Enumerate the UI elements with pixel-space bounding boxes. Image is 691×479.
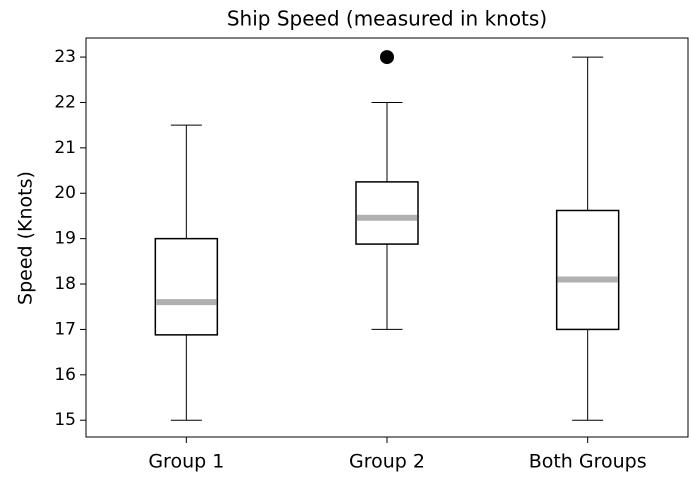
chart-title: Ship Speed (measured in knots) (227, 7, 547, 31)
y-tick-label: 21 (54, 138, 76, 158)
y-tick-label: 18 (54, 274, 76, 294)
x-tick-label: Group 1 (148, 451, 224, 473)
y-tick-label: 15 (54, 410, 76, 430)
y-tick-label: 17 (54, 319, 76, 339)
box (355, 181, 419, 245)
y-axis-label: Speed (Knots) (15, 171, 37, 305)
outlier (380, 50, 394, 65)
x-tick-label: Both Groups (529, 451, 647, 473)
y-tick-label: 23 (54, 47, 76, 67)
box (555, 209, 620, 331)
y-tick-label: 20 (54, 183, 76, 203)
plot-frame (85, 37, 689, 438)
y-tick-label: 19 (54, 229, 76, 249)
x-tick-label: Group 2 (349, 451, 425, 473)
y-tick-label: 16 (54, 365, 76, 385)
box (154, 237, 219, 336)
y-tick-label: 22 (54, 92, 76, 112)
